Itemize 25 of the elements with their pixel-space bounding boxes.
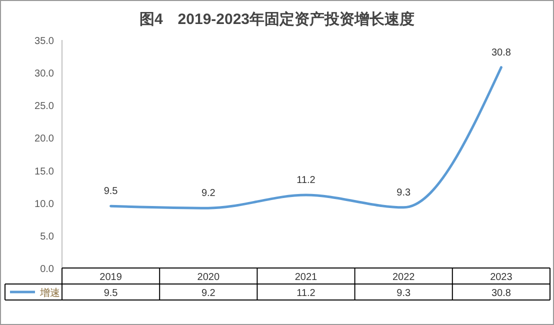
legend-label: 增速 xyxy=(39,287,60,299)
x-tick-label: 2021 xyxy=(294,272,318,283)
annotation: 9.2 xyxy=(201,188,216,200)
data-label: 30.8 xyxy=(491,288,512,299)
y-tick-label: 20.0 xyxy=(34,134,54,145)
annotation: 30.8 xyxy=(491,47,512,58)
y-tick-label: 5.0 xyxy=(40,231,54,242)
data-label: 9.2 xyxy=(201,288,216,299)
data-label: 9.5 xyxy=(104,288,118,299)
annotation: 9.3 xyxy=(396,187,411,198)
y-tick-label: 10.0 xyxy=(34,198,54,210)
x-tick-label: 2023 xyxy=(490,272,513,283)
annotation: 11.2 xyxy=(296,175,316,186)
y-tick-label: 25.0 xyxy=(34,101,54,112)
x-tick-label: 2019 xyxy=(100,272,122,283)
y-tick-label: 35.0 xyxy=(34,36,54,47)
y-tick-label: 0.0 xyxy=(40,264,54,275)
x-tick-label: 2022 xyxy=(392,272,416,283)
chart-title: 图4 2019-2023年固定资产投资增长速度 xyxy=(139,10,415,28)
x-tick-label: 2020 xyxy=(197,272,220,283)
data-label: 9.3 xyxy=(396,288,411,299)
y-tick-label: 30.0 xyxy=(34,68,54,80)
annotation: 9.5 xyxy=(104,186,118,198)
data-label: 11.2 xyxy=(296,288,316,299)
y-tick-label: 15.0 xyxy=(34,166,54,178)
